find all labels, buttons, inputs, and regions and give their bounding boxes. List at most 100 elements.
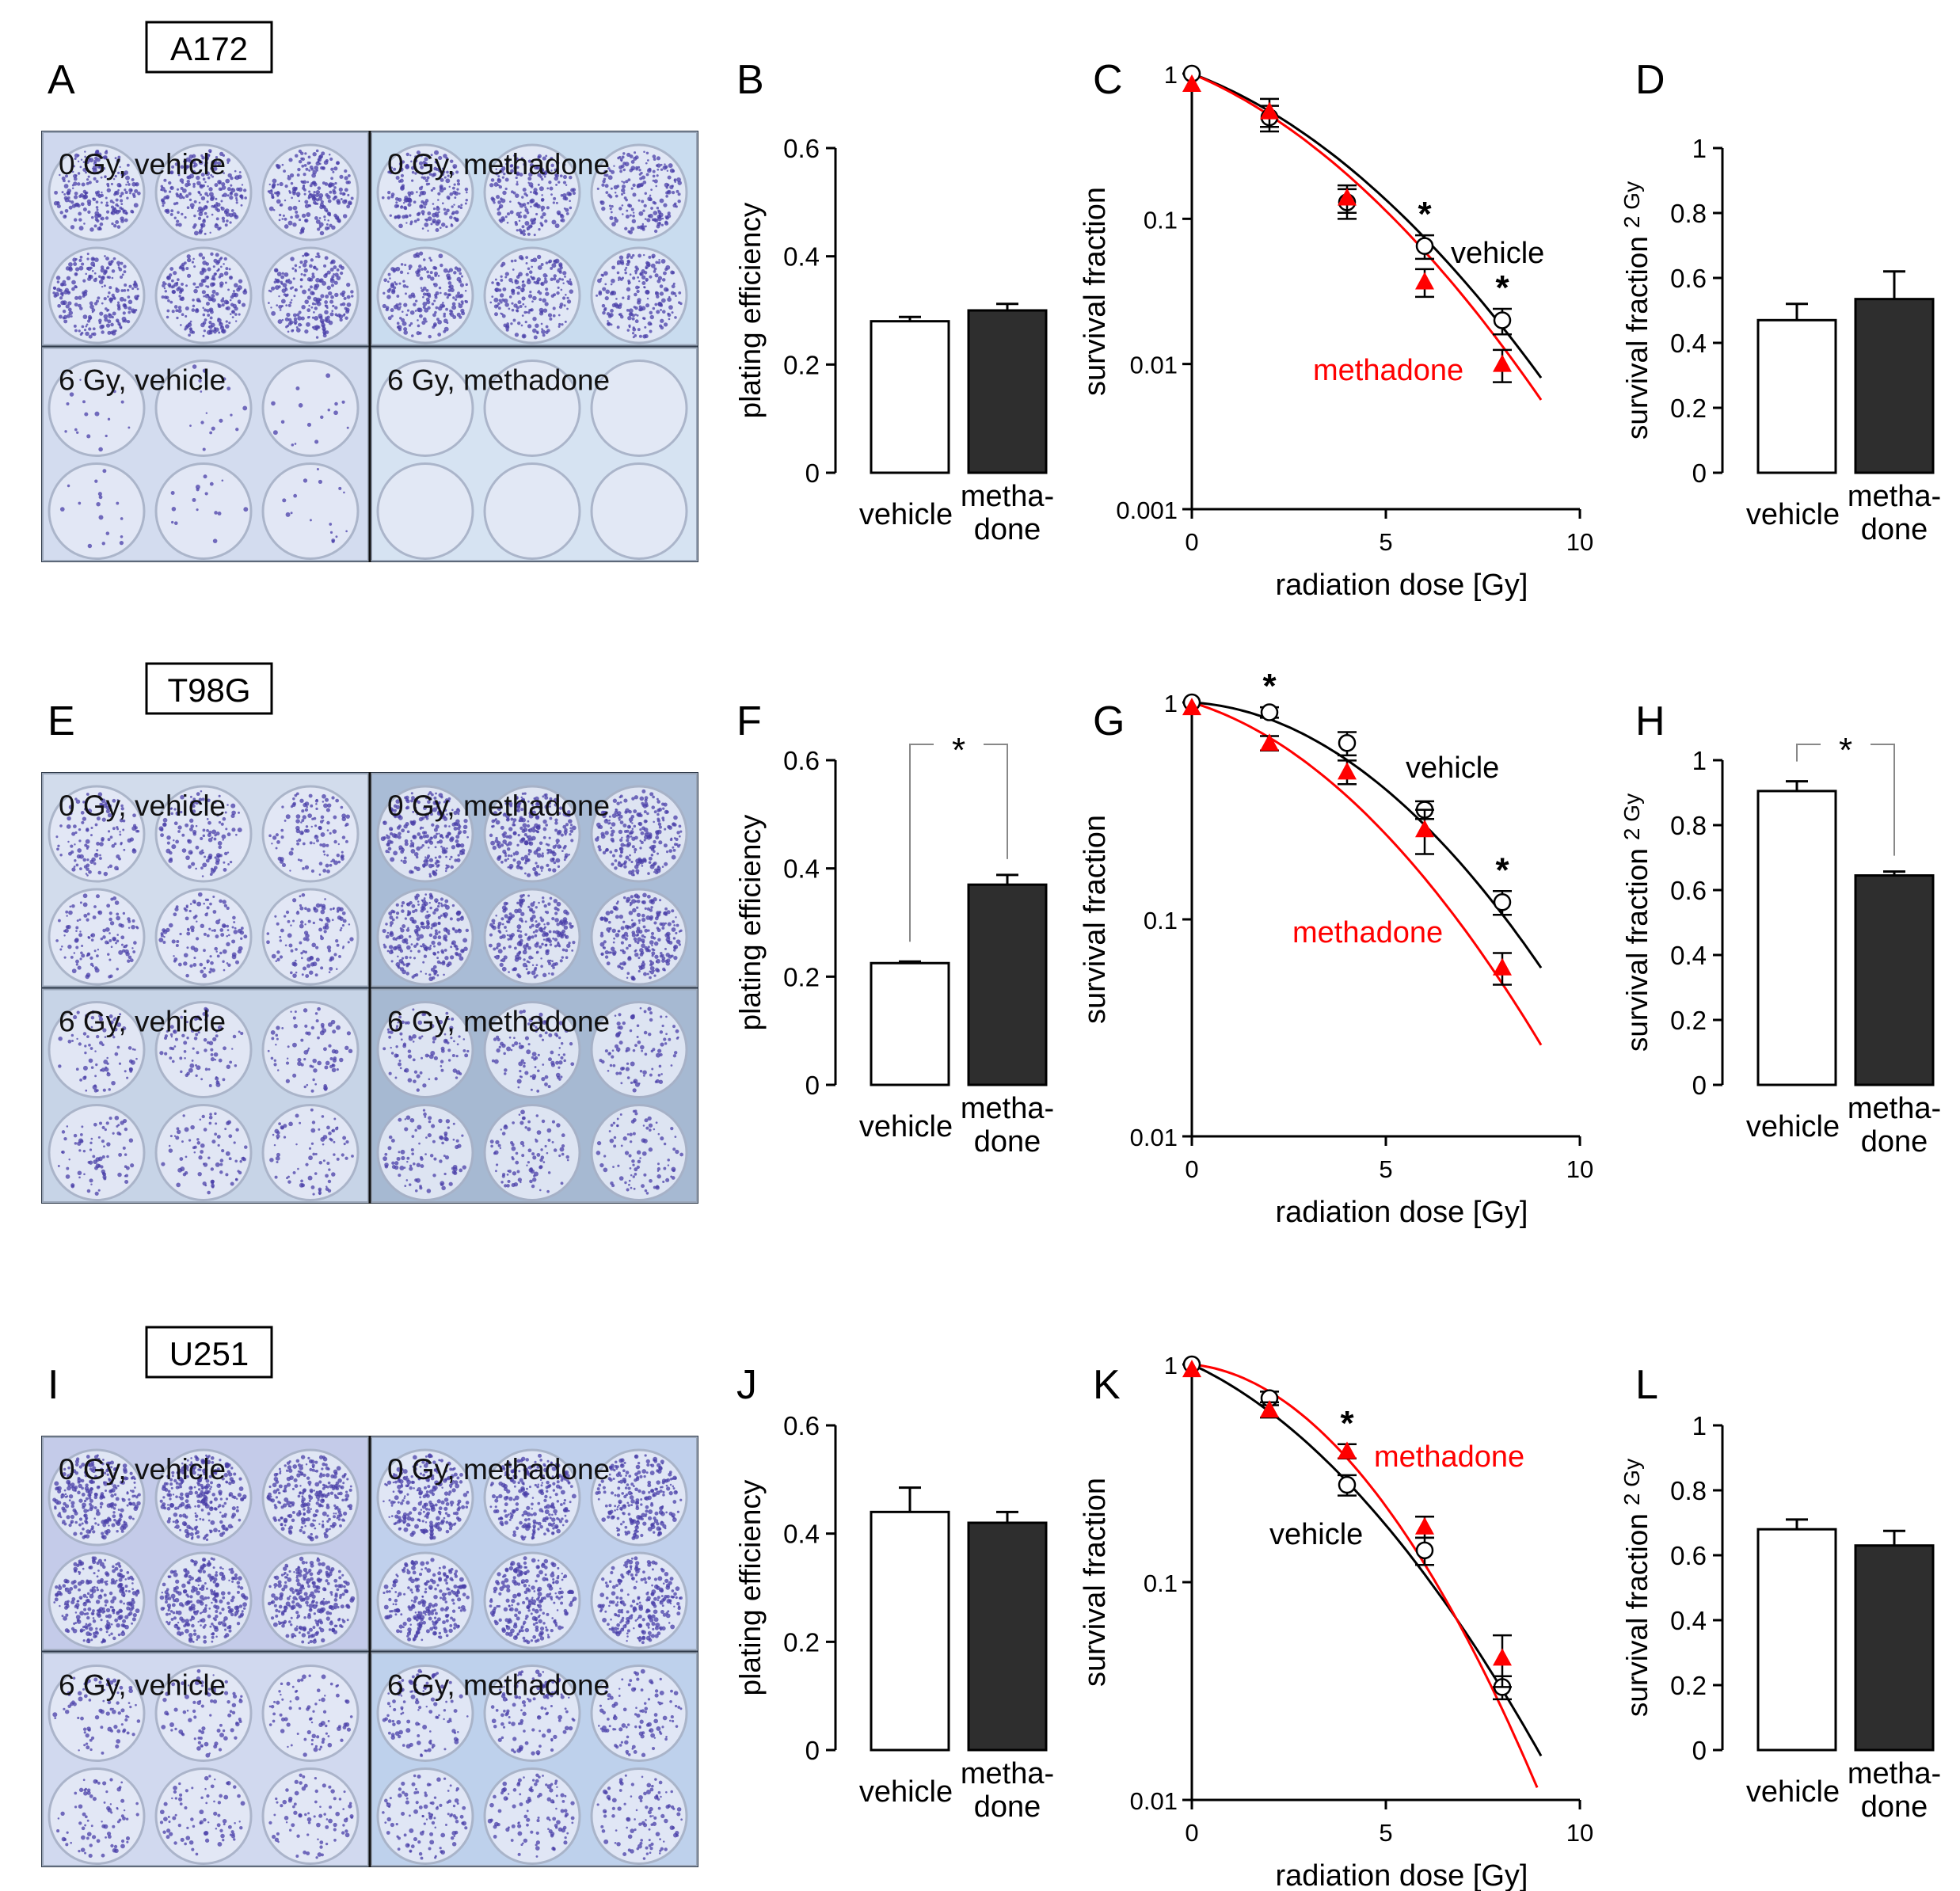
colony-dot [537,183,540,186]
colony-dot [546,187,550,190]
colony-dot [628,943,632,948]
colony-dot [315,957,320,962]
colony-dot [214,183,219,188]
colony-dot [639,796,645,801]
colony-dot [279,181,284,187]
colony-dot [614,907,617,911]
colony-dot [406,309,410,312]
colony-dot [207,833,211,838]
colony-dot [460,204,463,207]
colony-dot [572,941,576,945]
colony-dot [67,291,70,294]
colony-dot [383,945,387,949]
colony-dot [626,287,631,292]
colony-dot [295,948,298,951]
colony-dot [220,207,225,211]
colony-dot [607,322,611,326]
colony-dot [489,923,493,927]
colony-dot [193,957,196,960]
colony-dot [87,202,92,207]
colony-dot [193,947,199,953]
colony-dot [661,278,666,282]
colony-dot [649,275,653,279]
colony-dot [415,973,419,977]
colony-dot [219,284,223,288]
colony-dot [333,272,335,276]
colony-dot [418,161,424,166]
colony-dot [173,282,179,287]
colony-dot [116,934,119,936]
colony-dot [223,851,228,856]
colony-dot [437,333,442,337]
colony-dot [178,194,184,200]
colony-dot [602,850,607,855]
colony-dot [116,182,122,188]
colony-dot [284,224,289,229]
colony-dot [626,839,630,843]
colony-dot [668,849,673,853]
colony-dot [566,191,571,196]
colony-dot [649,940,654,945]
colony-dot [201,875,204,877]
colony-dot [226,158,231,162]
colony-dot [287,303,291,307]
colony-dot [625,214,630,219]
colony-dot [441,950,444,954]
colony-dot [129,192,131,195]
colony-dot [108,286,112,290]
colony-dot [173,955,175,957]
colony-dot [645,915,651,920]
colony-dot [640,831,645,835]
colony-dot [90,834,93,837]
colony-dot [660,168,664,171]
colony-dot [559,959,563,963]
colony-dot [659,291,664,296]
colony-dot [554,176,559,181]
colony-dot [204,1048,207,1052]
colony-dot [84,192,87,195]
colony-dot [336,268,340,272]
colony-dot [528,294,533,299]
colony-dot [464,202,467,205]
colony-dot [632,922,637,926]
colony-dot [539,167,544,173]
colony-dot [660,318,664,323]
colony-dot [127,955,132,960]
colony-dot [204,192,208,196]
colony-dot [493,922,496,925]
colony-dot [280,928,284,933]
colony-dot [631,219,637,224]
colony-dot [217,226,221,231]
colony-dot [286,1057,289,1060]
colony-dot [646,159,649,162]
colony-dot [285,910,290,915]
colony-dot [618,313,621,316]
colony-dot [545,932,549,936]
colony-dot [238,279,243,283]
colony-dot [123,289,127,292]
colony-dot [322,843,326,848]
colony-dot [398,282,402,285]
colony-dot [673,949,676,952]
colony-dot [525,965,528,968]
colony-dot [64,287,69,292]
colony-dot [449,159,454,163]
colony-dot [397,955,399,958]
colony-dot [84,807,87,811]
colony-dot [409,869,413,874]
colony-dot [636,899,641,904]
colony-dot [462,824,468,830]
colony-dot [448,825,451,828]
colony-dot [206,158,209,162]
colony-dot [611,222,616,226]
colony-dot [399,949,404,953]
colony-dot [414,310,417,312]
colony-dot [645,266,648,270]
colony-dot [624,226,628,230]
colony-dot [308,169,311,172]
colony-dot [390,166,393,169]
colony-dot [572,191,577,196]
colony-dot [520,257,524,261]
colony-dot [612,798,618,803]
colony-dot [317,1036,320,1040]
